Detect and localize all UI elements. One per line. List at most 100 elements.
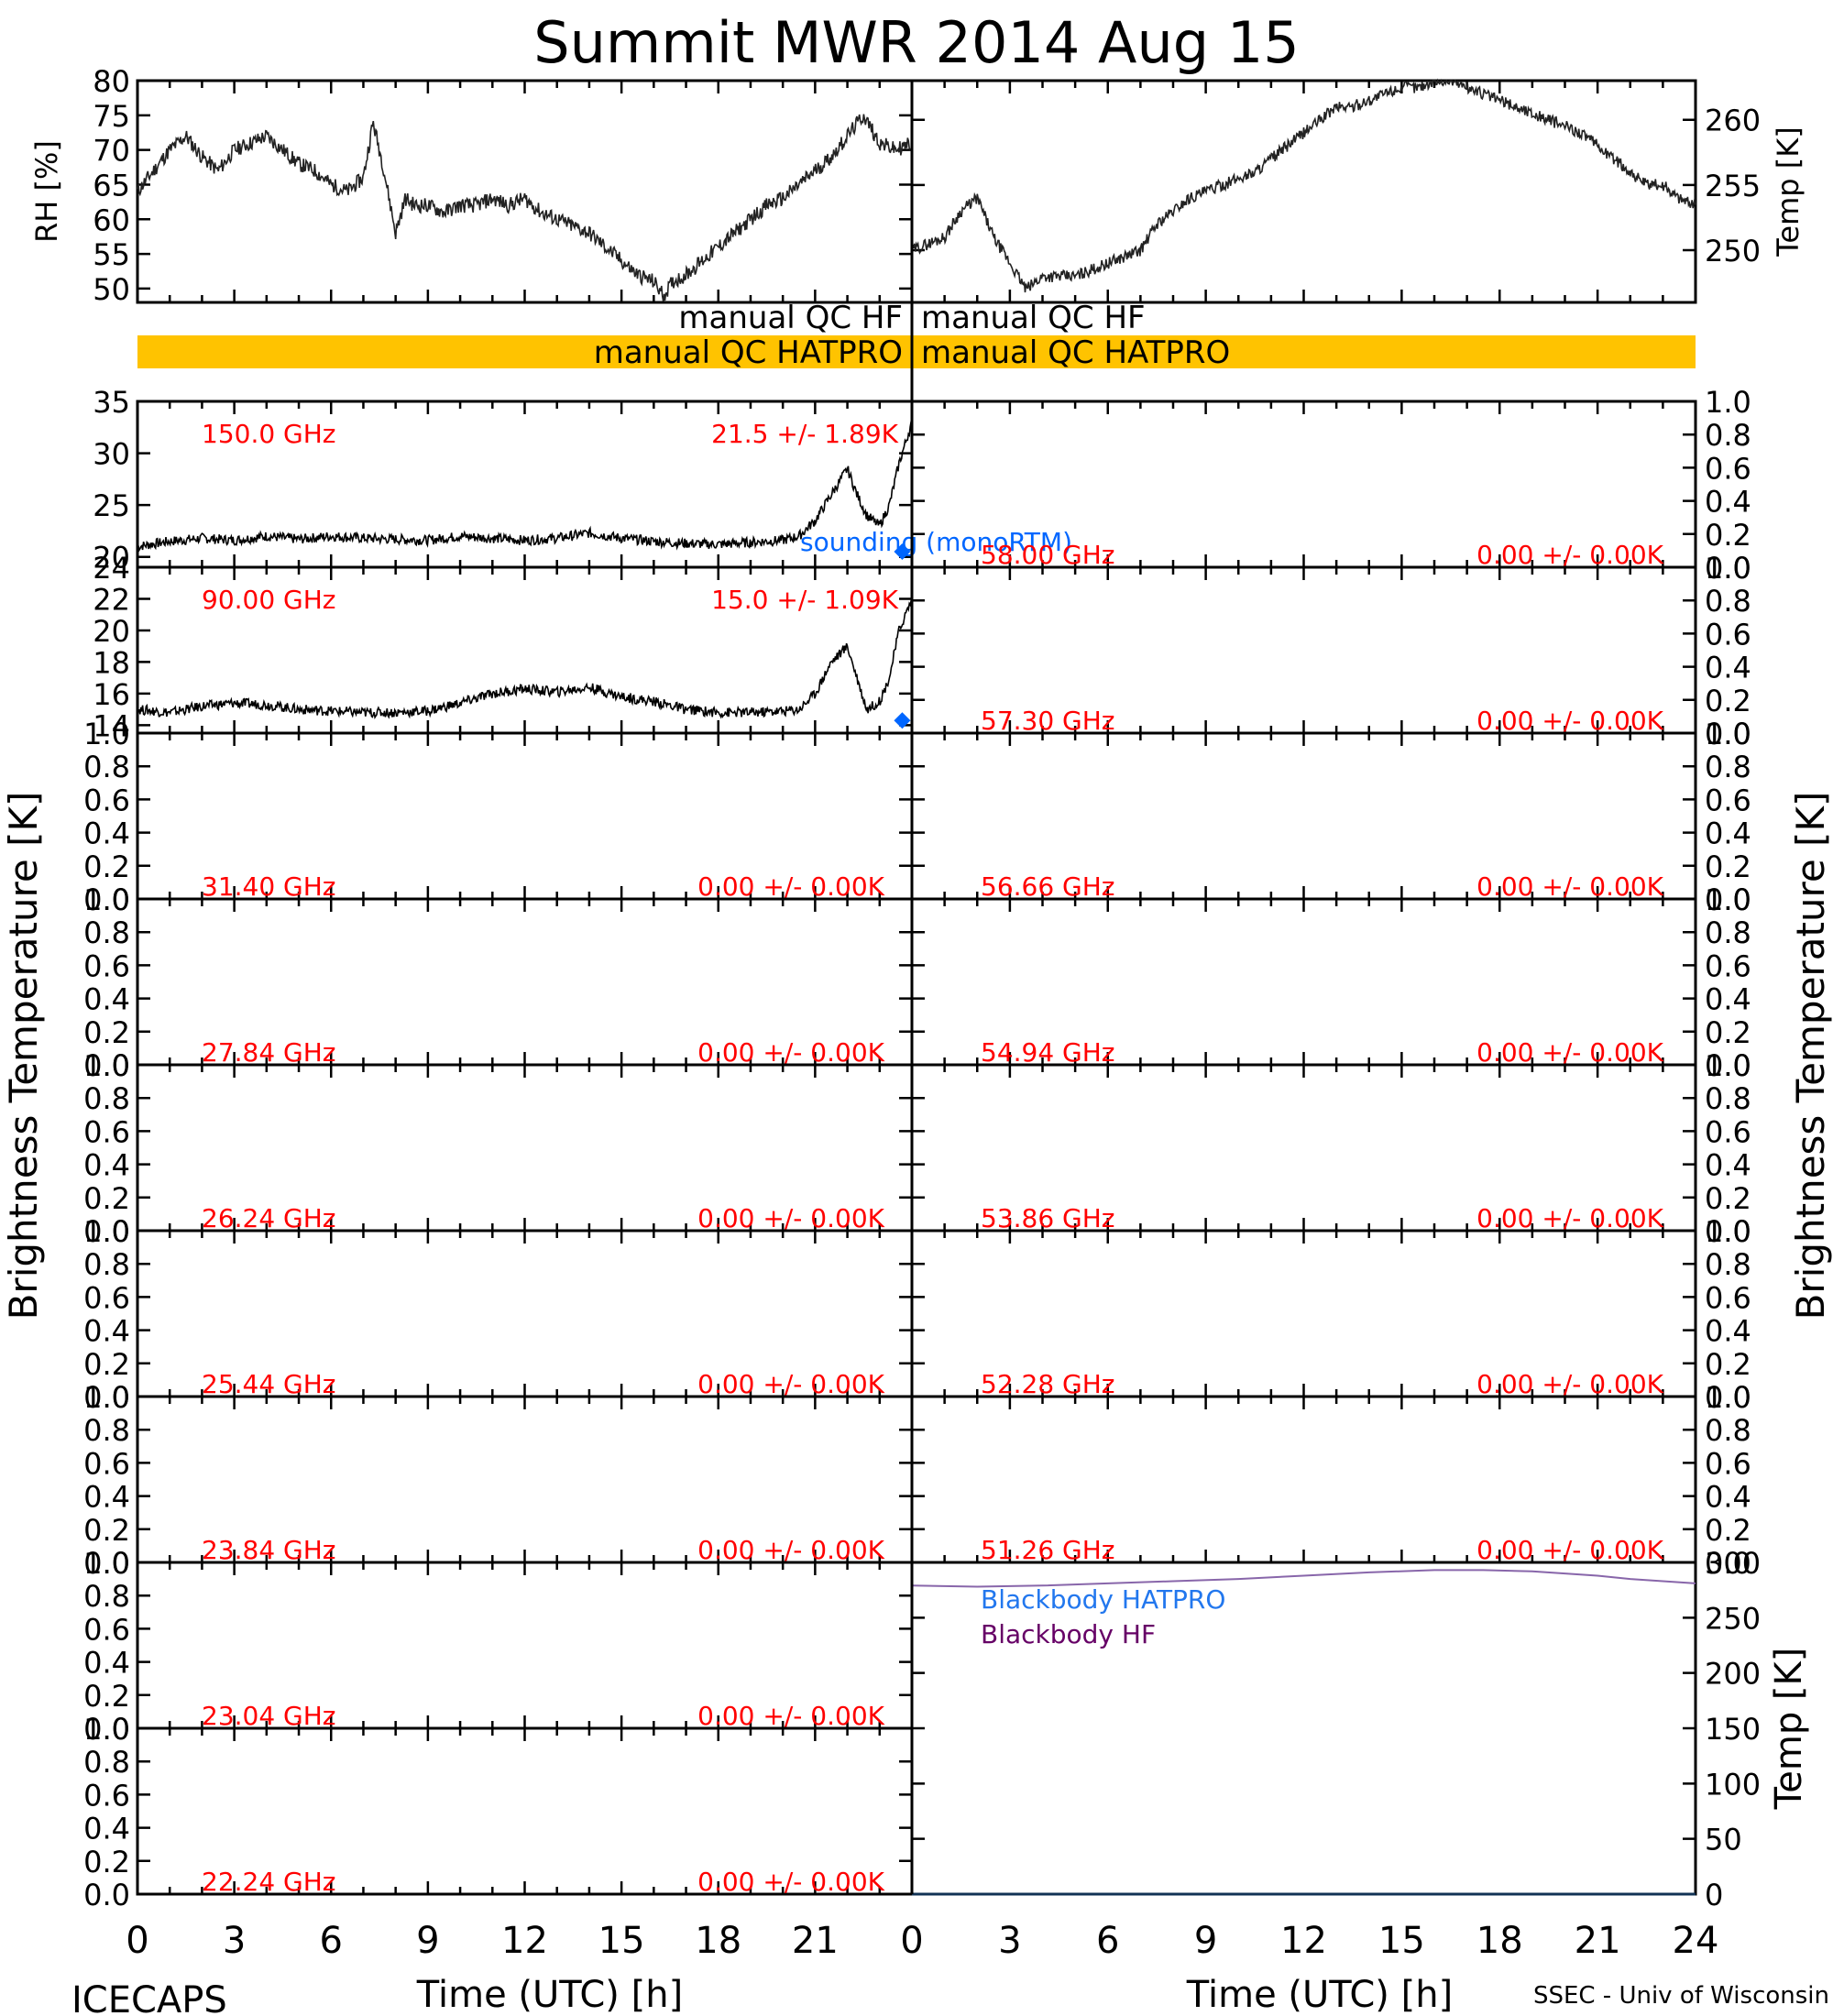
panel-5228-y-tick-label: 0.4: [1705, 1314, 1751, 1349]
panel-5228-y-tick-label: 0.0: [1705, 1380, 1751, 1415]
panel-5494-y-tick-label: 0.6: [1705, 948, 1751, 983]
panel-3140-x-ticks: [136, 733, 914, 899]
panel-5666-y-tick-label: 0.8: [1705, 750, 1751, 784]
panel-5730-y-tick-label: 0.8: [1705, 584, 1751, 619]
panel-5800-y-tick-label: 1.0: [1705, 385, 1751, 420]
panel-5494-y-tick-label: 1.0: [1705, 882, 1751, 917]
temp-y-ticks: [912, 118, 1696, 252]
panel-9000-stat-label: 15.0 +/- 1.09K: [711, 585, 898, 615]
panel-5730-y-tick-label: 0.6: [1705, 617, 1751, 652]
blackbody-y-tick-label: 0: [1705, 1878, 1723, 1912]
panel-9000-y-tick-label: 16: [93, 677, 130, 712]
panel-2544-y-tick-label: 0.8: [83, 1247, 130, 1282]
panel-3140-y-tick-label: 0.6: [83, 783, 130, 817]
panel-2624-x-ticks: [136, 1065, 914, 1231]
right-axis-label: Brightness Temperature [K]: [1788, 792, 1833, 1320]
panel-5228-y-tick-label: 0.2: [1705, 1347, 1751, 1382]
panel-5666-y-tick-label: 0.0: [1705, 882, 1751, 917]
panel-2384-y-tick-label: 0.2: [83, 1513, 130, 1548]
panel-2784-channel-label: 27.84 GHz: [202, 1037, 336, 1068]
panel-5126-channel-label: 51.26 GHz: [981, 1535, 1115, 1565]
panel-5730-y-tick-label: 0.0: [1705, 717, 1751, 751]
panel-2304-stat-label: 0.00 +/- 0.00K: [697, 1701, 884, 1731]
panel-5126-y-tick-label: 1.0: [1705, 1380, 1751, 1415]
panel-2784-stat-label: 0.00 +/- 0.00K: [697, 1037, 884, 1068]
panel-5386-stat-label: 0.00 +/- 0.00K: [1476, 1203, 1663, 1233]
panel-5126-y-tick-label: 0.0: [1705, 1546, 1751, 1581]
panel-2624-y-tick-label: 0.6: [83, 1114, 130, 1149]
panel-9000-y-tick-label: 18: [93, 645, 130, 680]
panel-3140-y-tick-label: 0.8: [83, 750, 130, 784]
panel-5494-channel-label: 54.94 GHz: [981, 1037, 1115, 1068]
qc-hf-label-left: manual QC HF: [678, 300, 903, 336]
blackbody-y-tick-label: 250: [1705, 1601, 1761, 1636]
rh-line: [137, 114, 913, 301]
panel-5800-stat-label: 0.00 +/- 0.00K: [1476, 540, 1663, 570]
panel-3140-y-tick-label: 0.2: [83, 849, 130, 884]
panel-2304-y-tick-label: 1.0: [83, 1546, 130, 1581]
panel-2544-y-tick-label: 0.4: [83, 1314, 130, 1349]
panel-2224-y-tick-label: 1.0: [83, 1712, 130, 1747]
panel-5800-y-tick-label: 0.4: [1705, 485, 1751, 520]
panel-5800-y-tick-label: 0.8: [1705, 418, 1751, 453]
panel-1500-sounding-point: [894, 543, 911, 561]
panel-9000-y-tick-label: 22: [93, 582, 130, 617]
qc-hf-label-right: manual QC HF: [921, 300, 1146, 336]
panel-2784-y-tick-label: 0.4: [83, 982, 130, 1017]
panel-3140-stat-label: 0.00 +/- 0.00K: [697, 871, 884, 902]
panel-2384-y-tick-label: 0.0: [83, 1546, 130, 1581]
panel-2224-channel-label: 22.24 GHz: [202, 1867, 336, 1897]
panel-2224-y-tick-label: 0.2: [83, 1845, 130, 1879]
panel-2624-channel-label: 26.24 GHz: [202, 1203, 336, 1233]
rh-axis-label: RH [%]: [29, 140, 64, 243]
panel-9000-y-tick-label: 24: [93, 551, 130, 586]
left-x-tick-label: 15: [598, 1920, 645, 1962]
panel-2784-y-tick-label: 0.2: [83, 1015, 130, 1050]
temp-x-ticks: [910, 81, 1697, 302]
panel-2304-y-tick-label: 0.8: [83, 1579, 130, 1614]
panel-2784-y-tick-label: 0.0: [83, 1048, 130, 1083]
panel-2304-x-ticks: [136, 1562, 914, 1728]
panel-1500-y-ticks: [137, 400, 912, 558]
panel-5800-y-tick-label: 0.0: [1705, 551, 1751, 586]
left-x-axis-label: Time (UTC) [h]: [416, 1974, 683, 2016]
blackbody-axis-label: Temp [K]: [1768, 1648, 1810, 1811]
left-x-tick-label: 12: [501, 1920, 548, 1962]
panel-5126-y-tick-label: 0.4: [1705, 1480, 1751, 1515]
panel-2224-y-tick-label: 0.0: [83, 1878, 130, 1912]
panel-5228-y-tick-label: 0.8: [1705, 1247, 1751, 1282]
panel-1500-channel-label: 150.0 GHz: [202, 419, 336, 449]
left-axis-label: Brightness Temperature [K]: [1, 792, 46, 1320]
panel-2544-y-tick-label: 0.2: [83, 1347, 130, 1382]
panel-2624-y-tick-label: 0.4: [83, 1148, 130, 1183]
right-x-axis-label: Time (UTC) [h]: [1186, 1974, 1453, 2016]
panel-2384-y-tick-label: 0.8: [83, 1413, 130, 1448]
panel-5666-stat-label: 0.00 +/- 0.00K: [1476, 871, 1663, 902]
panel-1500-y-tick-label: 25: [93, 488, 130, 523]
panel-2624-y-tick-label: 0.8: [83, 1081, 130, 1116]
qc-hatpro-label-left: manual QC HATPRO: [594, 334, 903, 371]
panel-2384-channel-label: 23.84 GHz: [202, 1535, 336, 1565]
sounding-annotation: sounding (monoRTM): [800, 527, 1072, 557]
panel-5666-channel-label: 56.66 GHz: [981, 871, 1115, 902]
temp-axis-label: Temp [K]: [1771, 126, 1806, 257]
panel-5666-y-tick-label: 0.4: [1705, 816, 1751, 851]
panel-3140-y-tick-label: 0.0: [83, 882, 130, 917]
left-x-tick-label: 21: [792, 1920, 839, 1962]
panel-9000-y-tick-label: 14: [93, 708, 130, 743]
panel-5126-y-tick-label: 0.6: [1705, 1446, 1751, 1481]
temp-plot-frame: [910, 79, 1697, 304]
panel-5800-y-tick-label: 0.2: [1705, 518, 1751, 553]
right-x-tick-label: 18: [1476, 1920, 1523, 1962]
panel-9000-x-ticks: [136, 567, 914, 733]
panel-9000-trace: [137, 597, 913, 720]
panel-2384-y-tick-label: 0.4: [83, 1480, 130, 1515]
footer-icecaps: ICECAPS: [71, 1979, 227, 2016]
temp-y-tick-label: 260: [1705, 104, 1761, 138]
panel-5494-y-tick-label: 0.0: [1705, 1048, 1751, 1083]
blackbody-y-tick-label: 150: [1705, 1712, 1761, 1747]
panel-9000-sounding-point: [894, 712, 911, 729]
panel-5386-y-tick-label: 0.2: [1705, 1181, 1751, 1216]
